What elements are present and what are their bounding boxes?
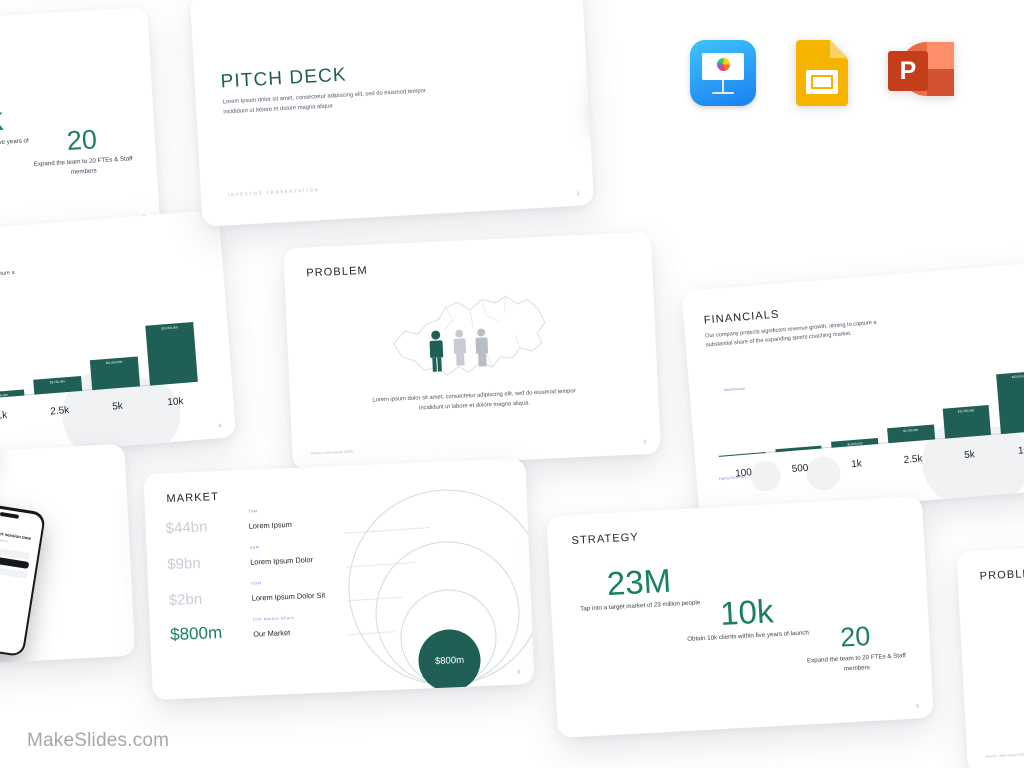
x-tick: 1k [0,409,8,422]
page-title: MARKET [166,490,220,506]
bar-item: $23,000,000 [996,370,1024,435]
bar-item: $2,300,000 [827,384,879,448]
x-tick: 10k [166,396,184,409]
slide-card-financials[interactable]: FINANCIALS Our company projects signific… [681,261,1024,519]
slide-card-market[interactable]: MARKET $44bn TAM Lorem Ipsum $9bn SAM Lo… [143,458,535,700]
bar-value-label: $11,500,000 [957,408,975,414]
market-label: Our Market [253,628,291,639]
slide-card-phones-clipped[interactable]: Select start session date Lorem ipsum do… [0,443,136,673]
slide-card-strategy[interactable]: STRATEGY 23M Tap into a target market of… [546,495,934,739]
strategy-stat-3-caption: Expand the team to 20 FTEs & Staff membe… [33,155,133,176]
page-title: PROBLEM [979,567,1024,583]
list-item: $2bn SOM Lorem Ipsum Dolor Sit [168,577,359,609]
market-bubble-chart: $800m [332,471,535,700]
x-tick: 10k [1017,444,1024,457]
strategy-stat-1: 23M Tap into a target market of 23 milli… [575,562,703,614]
page-number: 5 [916,703,920,710]
page-number: 1 [576,190,580,197]
bar-item: $5,750,000 [30,331,83,395]
phone-mockup-time: Select start session time Lorem ipsum do… [0,501,47,658]
market-label: Lorem Ipsum [248,519,293,531]
powerpoint-letter: P [899,56,917,85]
x-tick: 5k [111,400,124,413]
page-title: FINANCIALS [703,308,780,327]
slide-description: Lorem ipsum dolor sit amet, consectetur … [372,388,576,412]
list-item: $800m 10% Market Share Our Market [170,613,361,645]
chart-y-axis-label: Total Revenue [723,386,746,393]
market-tag: TAM [248,509,258,514]
bar-value-label: $2,300,000 [847,441,863,447]
x-tick: 2.5k [903,453,923,466]
site-watermark: MakeSlides.com [27,730,170,751]
slide-card-financials-clipped[interactable]: FINANCIALS Our company projects signific… [0,209,237,469]
source-note: Source: Lorem Ipsum (2024) [985,752,1024,759]
strategy-stat-3-caption: Expand the team to 20 FTEs & Staff membe… [806,652,906,673]
x-tick: 2.5k [49,405,70,418]
keynote-pie-chart [717,58,730,71]
slide-card-problem[interactable]: PROBLEM Lorem ipsum dolo [283,231,661,471]
page-title: STRATEGY [571,531,640,547]
page-number: 3 [517,669,521,676]
list-item: $44bn TAM Lorem Ipsum [165,505,356,537]
market-tag: SOM [251,581,262,586]
strategy-stat-3: 20 Expand the team to 20 FTEs & Staff me… [793,620,919,676]
page-number: 2 [643,439,647,446]
page-title: PITCH DECK [220,64,348,93]
strategy-stat-2-number: 10k [719,592,775,633]
bar-value-label: $23,000,000 [1011,373,1024,380]
switzerland-map-outline [393,295,546,376]
chart-bars: $1,150,000 $2,300,000 $5,750,000 $11,500… [714,370,1024,457]
slides-frame [806,70,838,94]
bar-value-label: $5,750,000 [903,427,919,433]
bar-item [714,393,766,457]
bar-value-label: $1,150,000 [791,448,807,454]
x-tick: 500 [791,462,809,475]
powerpoint-square [888,51,928,91]
apple-keynote-icon[interactable] [690,40,756,106]
person-figure-muted [475,328,489,368]
keynote-base [712,92,734,94]
slide-card-pitch-deck[interactable]: PITCH DECK Lorem ipsum dolor sit amet, c… [189,0,595,227]
person-figure-muted [453,329,467,368]
app-icon-row: P [690,40,954,106]
market-amount: $9bn [166,554,201,574]
strategy-stat-2: 10k Obtain 10k clients within five years… [685,592,809,644]
microsoft-powerpoint-icon[interactable]: P [888,40,954,106]
keynote-stand [722,80,724,93]
bar-item: $11,500,000 [940,375,992,439]
map-illustration [385,284,557,388]
strategy-stat-3-number: 20 [839,621,872,653]
list-item: $9bn SAM Lorem Ipsum Dolor [167,541,358,573]
bar-item: $5,750,000 [884,380,935,444]
slide-card-strategy-clipped[interactable]: STRATEGY 23M Tap into a target market of… [0,7,161,251]
market-amount: $44bn [165,518,208,538]
market-tag: 10% Market Share [252,615,295,622]
market-amount-highlight: $800m [169,622,223,645]
market-tag: SAM [249,545,260,550]
x-tick: 1k [850,458,863,471]
market-label: Lorem Ipsum Dolor [250,555,314,567]
market-label: Lorem Ipsum Dolor Sit [251,590,326,603]
x-tick: 100 [734,467,753,480]
source-note: Source: Lorem Ipsum (2024) [310,449,354,456]
bar-item: $23,000,000 [145,321,198,386]
x-tick: 5k [963,449,976,462]
slide-description: Our company projects significant revenue… [0,269,15,289]
google-slides-icon[interactable] [796,40,848,106]
person-figure-highlight [429,330,444,372]
market-amount: $2bn [168,590,203,610]
bar-item: $11,500,000 [88,327,141,391]
market-size-list: $44bn TAM Lorem Ipsum $9bn SAM Lorem Ips… [165,505,361,657]
page-number: 4 [218,423,222,430]
strategy-stat-3: 20 Expand the team to 20 FTEs & Staff me… [22,124,143,180]
page-title: PROBLEM [306,264,369,280]
chart-bars: $1,150,000 $2,300,000 $5,750,000 $11,500… [0,321,198,408]
slide-card-problem-clipped[interactable]: PROBLEM Source: Lorem Ipsum (2024) [956,532,1024,768]
strategy-stat-1-number: 23M [605,561,673,603]
bar-item: $2,300,000 [0,336,25,400]
bar-item: $1,150,000 [771,389,822,454]
strategy-stat-3-number: 20 [65,124,98,157]
slide-footer-tag: INVESTOR PRESENTATION [227,187,320,198]
